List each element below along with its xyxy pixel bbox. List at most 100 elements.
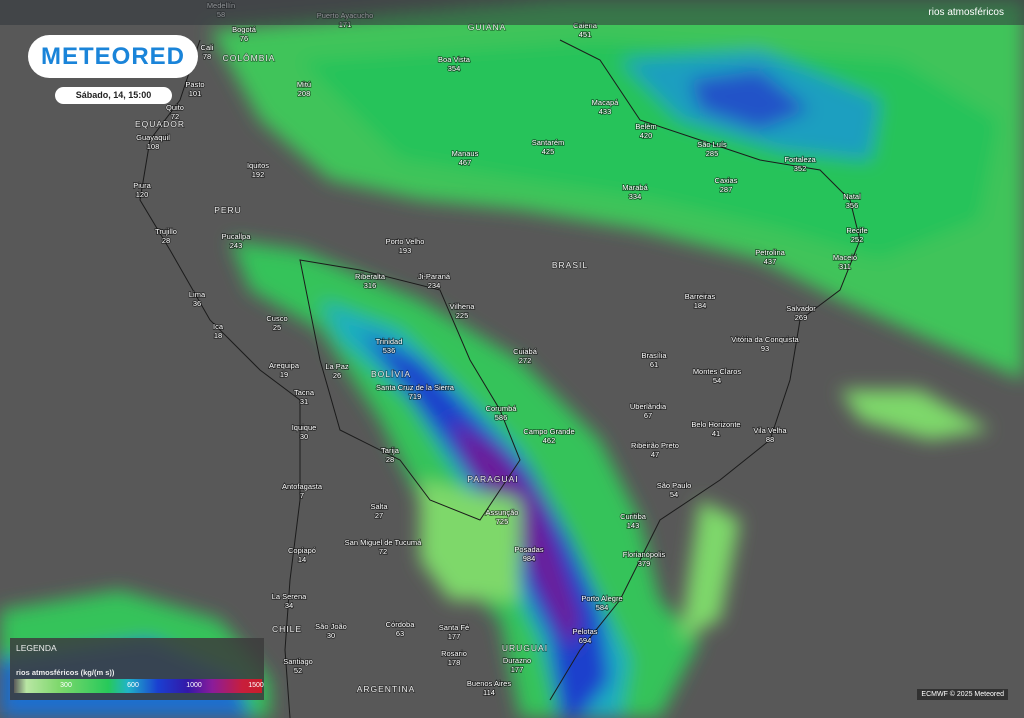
country-label: ARGENTINA (357, 684, 416, 694)
city-value: 41 (712, 429, 720, 438)
city-value: 178 (448, 658, 461, 667)
city-name: Ribeirão Preto (631, 441, 679, 450)
city-value: 352 (794, 164, 807, 173)
city-value: 316 (364, 281, 377, 290)
city-name: Barreiras (685, 292, 716, 301)
city-value: 120 (136, 190, 149, 199)
city-name: La Paz (325, 362, 349, 371)
legend-tick: 1000 (186, 682, 202, 689)
city-value: 285 (706, 149, 719, 158)
city-name: Brasília (641, 351, 667, 360)
city-name: Vila Velha (753, 426, 787, 435)
country-label: PERU (214, 205, 242, 215)
city-value: 52 (294, 666, 302, 675)
city-value: 14 (298, 555, 306, 564)
city-name: Caxias (715, 176, 738, 185)
legend-tick: 600 (127, 682, 139, 689)
city-name: Trujillo (155, 227, 177, 236)
city-value: 28 (386, 455, 394, 464)
city-name: San Miguel de Tucumá (345, 538, 423, 547)
city-name: Caiena (573, 21, 598, 30)
city-value: 467 (459, 158, 472, 167)
layer-title: rios atmosféricos (928, 7, 1004, 18)
city-value: 19 (280, 370, 288, 379)
city-name: Petrolina (755, 248, 785, 257)
city-value: 356 (846, 201, 859, 210)
city-name: Riberalta (355, 272, 386, 281)
city-value: 586 (495, 413, 508, 422)
city-value: 354 (448, 64, 461, 73)
city-name: Florianópolis (623, 550, 666, 559)
city-name: São Paulo (657, 481, 692, 490)
city-value: 694 (579, 636, 592, 645)
city-name: Cusco (266, 314, 287, 323)
footer: ECMWF © 2025 Meteored (917, 689, 1008, 700)
city-value: 725 (496, 517, 509, 526)
city-name: Copiapó (288, 546, 316, 555)
city-value: 47 (651, 450, 659, 459)
city-name: Salvador (786, 304, 816, 313)
country-label: URUGUAI (502, 643, 548, 653)
city-value: 243 (230, 241, 243, 250)
city-value: 287 (720, 185, 733, 194)
country-label: CHILE (272, 624, 302, 634)
city-value: 462 (543, 436, 556, 445)
city-name: Santiago (283, 657, 313, 666)
city-name: Salta (370, 502, 388, 511)
city-value: 272 (519, 356, 532, 365)
city-value: 18 (214, 331, 222, 340)
city-name: Recife (846, 226, 867, 235)
city-name: Santa Cruz de la Sierra (376, 383, 455, 392)
city-name: Belo Horizonte (691, 420, 740, 429)
logo[interactable]: METEORED (28, 35, 198, 78)
country-label: COLÔMBIA (223, 53, 276, 63)
city-value: 101 (189, 89, 202, 98)
city-value: 193 (399, 246, 412, 255)
city-name: Lima (189, 290, 206, 299)
city-name: Vilhena (450, 302, 476, 311)
top-bar (0, 0, 1024, 25)
city-value: 78 (203, 52, 211, 61)
city-value: 30 (327, 631, 335, 640)
city-name: Assunção (486, 508, 519, 517)
city-name: Tarija (381, 446, 400, 455)
city-name: Tacna (294, 388, 315, 397)
city-value: 437 (764, 257, 777, 266)
city-value: 184 (694, 301, 707, 310)
city-value: 433 (599, 107, 612, 116)
city-name: Natal (843, 192, 861, 201)
city-value: 36 (193, 299, 201, 308)
city-name: Mitú (297, 80, 311, 89)
city-value: 269 (795, 313, 808, 322)
